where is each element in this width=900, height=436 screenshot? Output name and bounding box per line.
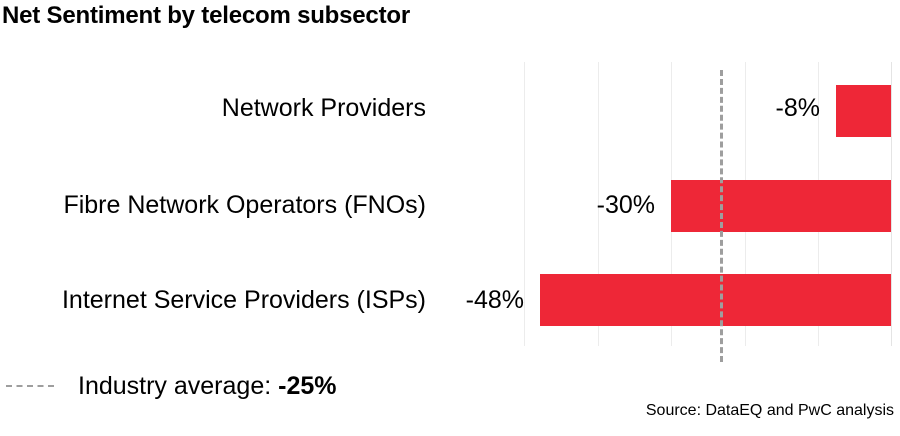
chart-title: Net Sentiment by telecom subsector bbox=[2, 2, 410, 29]
legend: Industry average: -25% bbox=[6, 370, 337, 402]
category-label-fnos: Fibre Network Operators (FNOs) bbox=[63, 191, 426, 219]
gridline bbox=[524, 62, 525, 346]
source-note: Source: DataEQ and PwC analysis bbox=[645, 402, 894, 419]
bar-fnos bbox=[671, 180, 891, 232]
value-label-network-providers: -8% bbox=[775, 94, 820, 122]
industry-average-line bbox=[720, 70, 723, 362]
category-label-network-providers: Network Providers bbox=[221, 94, 426, 122]
value-label-isps: -48% bbox=[465, 286, 524, 314]
gridline bbox=[598, 62, 599, 346]
legend-value: -25% bbox=[278, 371, 337, 400]
value-label-fnos: -30% bbox=[596, 191, 655, 219]
legend-label: Industry average: bbox=[78, 371, 279, 400]
zero-axis-line bbox=[891, 62, 892, 346]
bar-isps bbox=[540, 274, 891, 326]
category-label-isps: Internet Service Providers (ISPs) bbox=[61, 286, 426, 314]
legend-entry: Industry average: -25% bbox=[78, 372, 337, 401]
dashed-line-icon bbox=[6, 385, 54, 387]
bar-network-providers bbox=[836, 85, 891, 137]
